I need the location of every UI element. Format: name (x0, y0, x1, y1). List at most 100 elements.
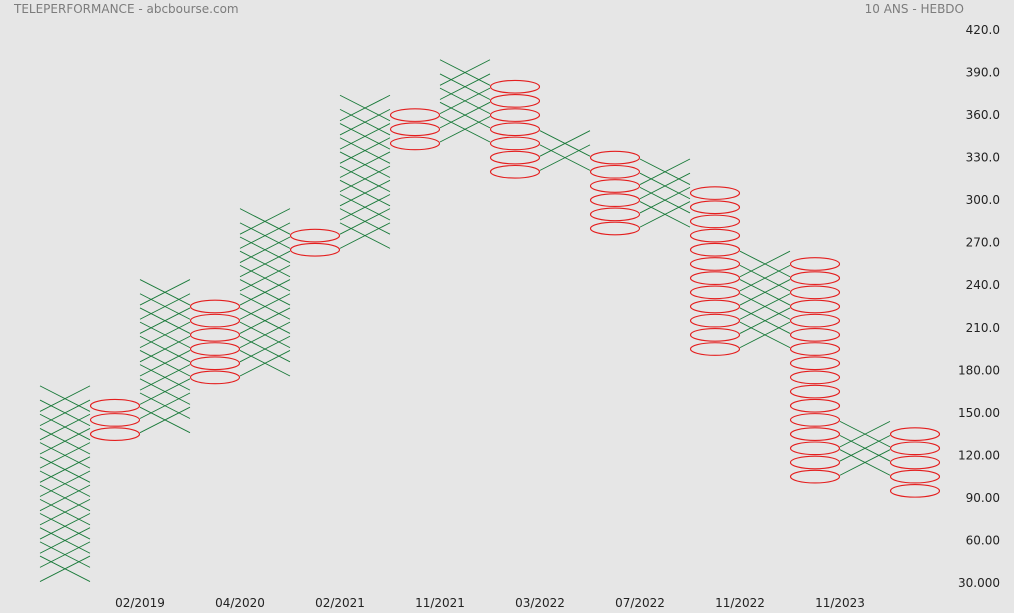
o-box (589, 164, 641, 179)
y-tick-label: 240.0 (966, 278, 1000, 292)
x-box (439, 59, 491, 86)
x-column (239, 208, 291, 377)
x-box (239, 293, 291, 320)
o-box (689, 214, 741, 229)
y-tick-label: 180.00 (958, 363, 1000, 377)
o-box (289, 228, 341, 243)
x-box (139, 378, 191, 405)
o-column (689, 186, 741, 356)
o-box (789, 328, 841, 342)
x-tick-label: 07/2022 (615, 596, 665, 610)
x-box (39, 428, 91, 455)
x-box (339, 208, 391, 235)
o-box (689, 257, 741, 271)
o-box (789, 441, 841, 456)
o-box (689, 228, 741, 243)
x-box (139, 406, 191, 434)
x-box (139, 392, 191, 419)
o-box (889, 469, 941, 484)
x-box (239, 208, 291, 235)
x-box (739, 264, 791, 292)
o-box (589, 179, 641, 193)
o-box (889, 427, 941, 441)
x-box (239, 264, 291, 292)
o-column (489, 79, 541, 179)
o-box (289, 242, 341, 257)
x-box (39, 385, 91, 412)
chart-subtitle: 10 ANS - HEBDO (864, 2, 964, 16)
o-box (789, 299, 841, 314)
x-box (239, 335, 291, 363)
x-box (139, 335, 191, 363)
o-column (189, 299, 241, 385)
o-box (789, 342, 841, 356)
x-box (39, 413, 91, 441)
o-box (689, 200, 741, 215)
o-box (789, 271, 841, 285)
x-box (839, 420, 891, 448)
x-column (739, 250, 791, 349)
x-box (239, 222, 291, 249)
x-box (339, 151, 391, 178)
o-box (589, 221, 641, 236)
x-column (539, 130, 591, 171)
x-box (439, 73, 491, 100)
o-box (489, 94, 541, 108)
o-box (789, 469, 841, 484)
x-box (139, 350, 191, 377)
x-box (39, 498, 91, 526)
x-box (339, 94, 391, 122)
x-column (339, 94, 391, 249)
x-box (139, 293, 191, 320)
o-box (89, 398, 141, 413)
o-box (689, 328, 741, 342)
o-box (789, 313, 841, 328)
y-tick-label: 120.00 (958, 448, 1000, 462)
x-box (239, 350, 291, 377)
x-box (439, 116, 491, 143)
x-box (539, 130, 591, 157)
x-tick-label: 03/2022 (515, 596, 565, 610)
o-box (689, 342, 741, 356)
x-box (239, 250, 291, 278)
y-tick-label: 420.0 (966, 23, 1000, 37)
x-tick-label: 02/2021 (315, 596, 365, 610)
o-box (789, 370, 841, 385)
o-box (589, 207, 641, 222)
x-box (439, 101, 491, 129)
o-box (889, 455, 941, 470)
o-box (489, 122, 541, 137)
o-box (789, 413, 841, 427)
x-tick-label: 11/2021 (415, 596, 465, 610)
o-box (189, 370, 241, 385)
x-tick-label: 02/2019 (115, 596, 165, 610)
x-box (339, 123, 391, 150)
x-tick-label: 11/2022 (715, 596, 765, 610)
o-box (589, 150, 641, 165)
o-box (489, 164, 541, 179)
x-box (39, 470, 91, 497)
o-box (789, 455, 841, 470)
o-box (189, 342, 241, 356)
o-box (789, 257, 841, 271)
x-box (139, 364, 191, 391)
o-box (489, 79, 541, 94)
o-box (689, 285, 741, 300)
x-box (839, 435, 891, 462)
o-box (189, 299, 241, 314)
o-box (189, 313, 241, 328)
o-column (389, 108, 441, 151)
x-box (39, 399, 91, 427)
x-box (539, 144, 591, 171)
x-box (639, 186, 691, 214)
chart-title: TELEPERFORMANCE - abcbourse.com (14, 2, 239, 16)
o-box (689, 186, 741, 200)
o-box (89, 413, 141, 427)
y-tick-label: 210.0 (966, 321, 1000, 335)
x-box (39, 541, 91, 568)
x-box (239, 279, 291, 306)
o-column (589, 150, 641, 236)
o-box (489, 136, 541, 151)
x-box (139, 321, 191, 349)
